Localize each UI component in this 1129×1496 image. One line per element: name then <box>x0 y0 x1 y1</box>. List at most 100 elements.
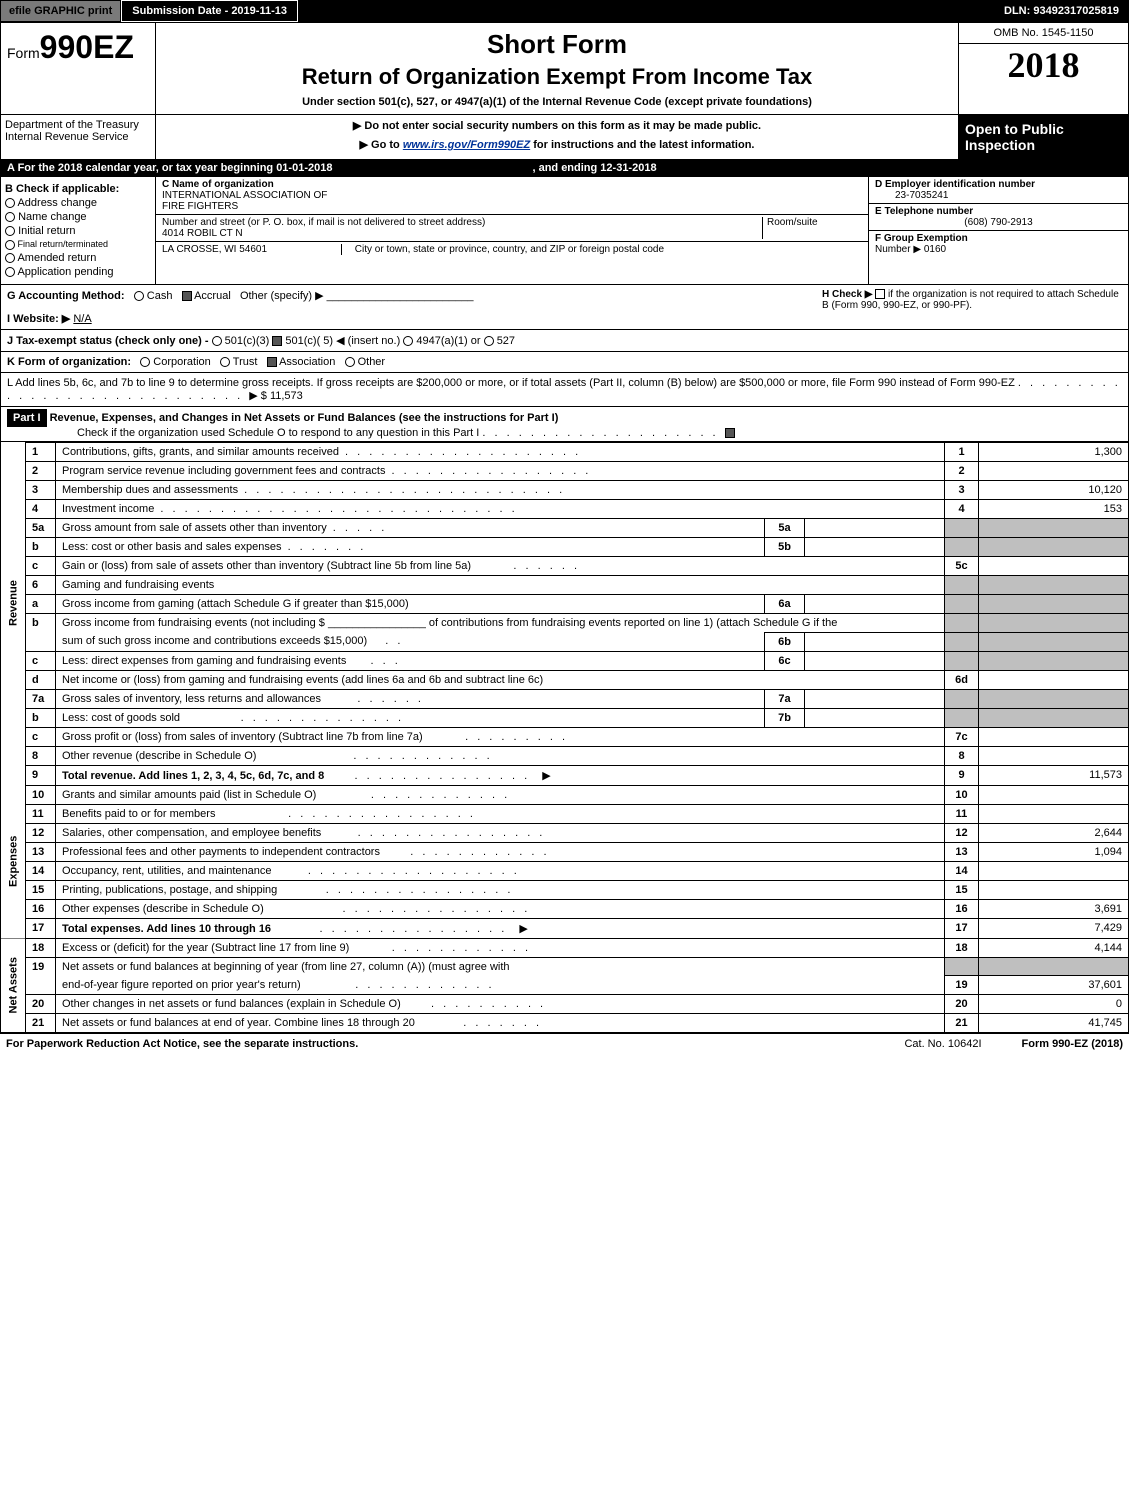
l5a-grey2 <box>979 518 1129 537</box>
l5b-subval <box>805 537 945 556</box>
phone: (608) 790-2913 <box>875 217 1122 228</box>
l6b-sn: 6b <box>765 632 805 651</box>
form-prefix: Form <box>7 45 40 61</box>
cash-radio[interactable] <box>134 291 144 301</box>
l6b-grey3 <box>945 632 979 651</box>
efile-print-button[interactable]: efile GRAPHIC print <box>0 0 121 22</box>
line-3: 3 Membership dues and assessments . . . … <box>1 480 1129 499</box>
address-change-label: Address change <box>17 197 97 209</box>
open-to-public: Open to Public Inspection <box>959 115 1128 159</box>
l20-desc: Other changes in net assets or fund bala… <box>62 998 401 1010</box>
line-5c: c Gain or (loss) from sale of assets oth… <box>1 556 1129 575</box>
j-501c3-radio[interactable] <box>212 336 222 346</box>
line-16: 16 Other expenses (describe in Schedule … <box>1 899 1129 918</box>
final-return-radio[interactable] <box>5 240 15 250</box>
form-990ez: 990EZ <box>40 29 134 65</box>
l6a-desc: Gross income from gaming (attach Schedul… <box>56 594 765 613</box>
j-501c-check[interactable] <box>272 336 282 346</box>
line-6b-2: sum of such gross income and contributio… <box>1 632 1129 651</box>
addr-label: Number and street (or P. O. box, if mail… <box>162 217 485 228</box>
l12-ln: 12 <box>945 823 979 842</box>
dept-row: Department of the Treasury Internal Reve… <box>0 115 1129 160</box>
l6-desc: Gaming and fundraising events <box>56 575 945 594</box>
other-specify-label: Other (specify) ▶ <box>240 290 324 302</box>
line-8: 8 Other revenue (describe in Schedule O)… <box>1 746 1129 765</box>
l10-num: 10 <box>26 785 56 804</box>
part1-checkbox[interactable] <box>725 428 735 438</box>
l19-num: 19 <box>26 957 56 976</box>
section-a-end: , and ending 12-31-2018 <box>532 162 656 174</box>
l12-num: 12 <box>26 823 56 842</box>
part1-title: Revenue, Expenses, and Changes in Net As… <box>50 412 559 424</box>
page-footer: For Paperwork Reduction Act Notice, see … <box>0 1033 1129 1054</box>
j-4947-radio[interactable] <box>403 336 413 346</box>
address-change-radio[interactable] <box>5 198 15 208</box>
tax-year: 2018 <box>959 44 1128 86</box>
l6c-sn: 6c <box>765 651 805 670</box>
line-12: 12 Salaries, other compensation, and emp… <box>1 823 1129 842</box>
l2-num: 2 <box>26 461 56 480</box>
l6d-num: d <box>26 670 56 689</box>
h-check[interactable] <box>875 289 885 299</box>
i-label: I Website: ▶ <box>7 313 70 325</box>
line-6a: a Gross income from gaming (attach Sched… <box>1 594 1129 613</box>
accrual-label: Accrual <box>194 290 231 302</box>
l6b-desc2: sum of such gross income and contributio… <box>62 635 367 647</box>
line-7a: 7a Gross sales of inventory, less return… <box>1 689 1129 708</box>
box-b-title: B Check if applicable: <box>5 183 119 195</box>
irs-label: Internal Revenue Service <box>5 131 151 143</box>
l18-num: 18 <box>26 938 56 957</box>
l6a-grey2 <box>979 594 1129 613</box>
l6d-amount <box>979 670 1129 689</box>
k-trust-radio[interactable] <box>220 357 230 367</box>
amended-return-radio[interactable] <box>5 253 15 263</box>
l1-amount: 1,300 <box>979 442 1129 461</box>
l16-ln: 16 <box>945 899 979 918</box>
l17-num: 17 <box>26 918 56 938</box>
l19-ln: 19 <box>945 976 979 995</box>
l7b-num: b <box>26 708 56 727</box>
amended-return-label: Amended return <box>17 252 96 264</box>
accrual-check[interactable] <box>182 291 192 301</box>
k-label: K Form of organization: <box>7 356 131 368</box>
l4-desc: Investment income <box>62 503 154 515</box>
l19-desc2: end-of-year figure reported on prior yea… <box>62 979 301 991</box>
k-corp-radio[interactable] <box>140 357 150 367</box>
l7b-grey <box>945 708 979 727</box>
room-suite-label: Room/suite <box>762 217 862 239</box>
k-row: K Form of organization: Corporation Trus… <box>0 352 1129 373</box>
l6c-desc: Less: direct expenses from gaming and fu… <box>62 655 346 667</box>
l5b-grey <box>945 537 979 556</box>
l19-desc: Net assets or fund balances at beginning… <box>56 957 945 976</box>
box-e-label: E Telephone number <box>875 206 973 217</box>
part1-header: Part I Revenue, Expenses, and Changes in… <box>0 407 1129 442</box>
h-label: H Check ▶ <box>822 289 872 300</box>
omb-number: OMB No. 1545-1150 <box>959 23 1128 44</box>
line-6d: d Net income or (loss) from gaming and f… <box>1 670 1129 689</box>
part1-table: Revenue 1 Contributions, gifts, grants, … <box>0 442 1129 1034</box>
l6b-grey2 <box>979 613 1129 632</box>
dept-treasury: Department of the Treasury Internal Reve… <box>1 115 156 159</box>
initial-return-radio[interactable] <box>5 226 15 236</box>
line-6c: c Less: direct expenses from gaming and … <box>1 651 1129 670</box>
j-label: J Tax-exempt status (check only one) - <box>7 335 209 347</box>
app-pending-radio[interactable] <box>5 267 15 277</box>
l1-ln: 1 <box>945 442 979 461</box>
l3-ln: 3 <box>945 480 979 499</box>
line-19-1: 19 Net assets or fund balances at beginn… <box>1 957 1129 976</box>
ein: 23-7035241 <box>875 190 948 201</box>
box-f-num-label: Number ▶ <box>875 244 921 255</box>
line-5b: b Less: cost or other basis and sales ex… <box>1 537 1129 556</box>
j-527-radio[interactable] <box>484 336 494 346</box>
k-assoc-check[interactable] <box>267 357 277 367</box>
l18-desc: Excess or (deficit) for the year (Subtra… <box>62 942 349 954</box>
entity-box: B Check if applicable: Address change Na… <box>0 177 1129 285</box>
return-title: Return of Organization Exempt From Incom… <box>162 64 952 90</box>
name-change-radio[interactable] <box>5 212 15 222</box>
l7a-num: 7a <box>26 689 56 708</box>
l7a-grey2 <box>979 689 1129 708</box>
irs-link[interactable]: www.irs.gov/Form990EZ <box>403 139 530 151</box>
k-other-radio[interactable] <box>345 357 355 367</box>
l6c-grey <box>945 651 979 670</box>
l5c-num: c <box>26 556 56 575</box>
